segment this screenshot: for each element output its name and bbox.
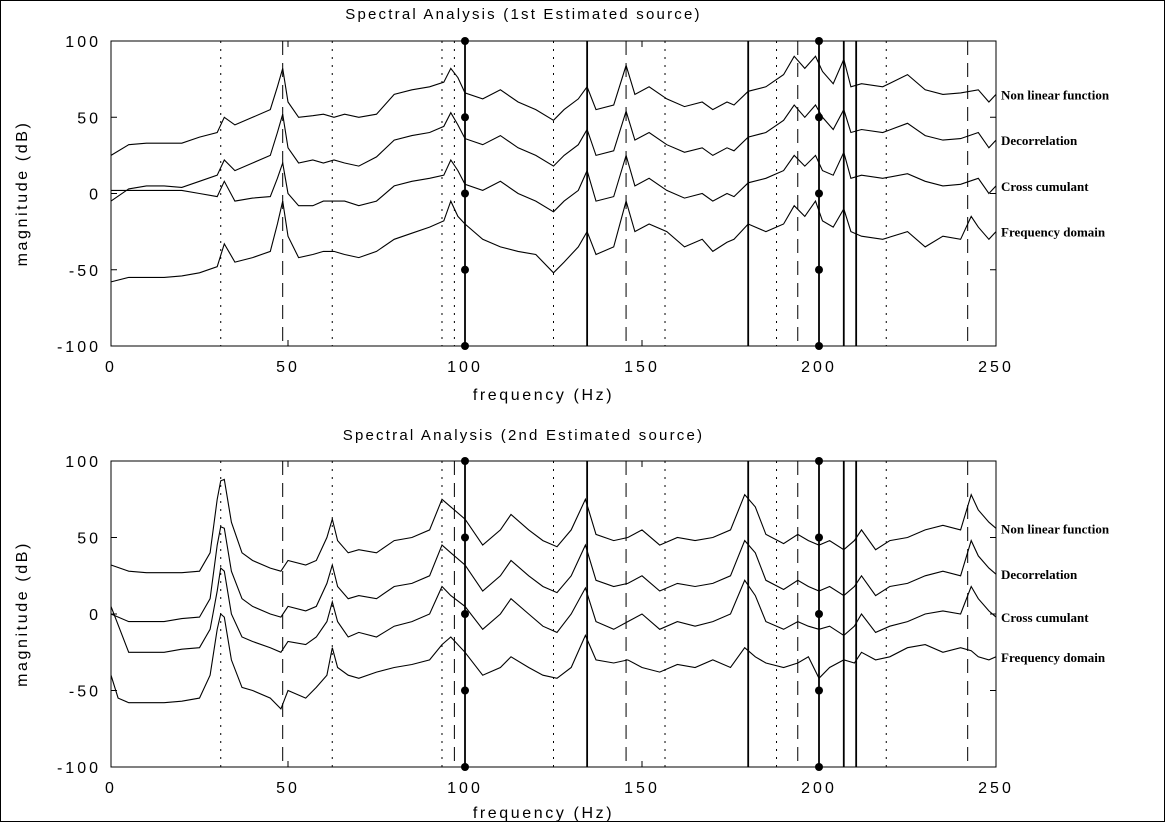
- marker-dot: [815, 113, 823, 122]
- y-tick-label: -50: [69, 684, 101, 701]
- series-label: Non linear function: [1001, 521, 1110, 536]
- marker-dot: [815, 342, 823, 350]
- series-line-2: [110, 104, 997, 202]
- x-tick-label: 250: [978, 780, 1014, 797]
- x-tick-label: 0: [105, 780, 117, 797]
- series-line-1: [110, 55, 997, 156]
- chart-panel-2: Spectral Analysis (2nd Estimated source)…: [14, 427, 1110, 822]
- marker-dot: [461, 457, 469, 465]
- chart-panel-1: Spectral Analysis (1st Estimated source)…: [14, 6, 1110, 404]
- chart-title: Spectral Analysis (1st Estimated source): [345, 6, 701, 23]
- marker-dot: [461, 37, 469, 45]
- x-tick-label: 150: [624, 780, 660, 797]
- x-tick-label: 50: [276, 359, 300, 376]
- marker-dot: [815, 265, 823, 274]
- marker-dot: [461, 533, 469, 542]
- marker-dot: [461, 610, 469, 618]
- x-tick-label: 150: [624, 359, 660, 376]
- x-axis-label: frequency (Hz): [473, 805, 614, 821]
- y-tick-label: -100: [57, 339, 101, 356]
- x-tick-label: 250: [978, 359, 1014, 376]
- series-label: Decorrelation: [1001, 133, 1078, 148]
- y-tick-label: 0: [89, 607, 101, 624]
- marker-dot: [461, 189, 469, 198]
- series-label: Frequency domain: [1001, 225, 1106, 240]
- marker-dot: [461, 686, 469, 695]
- x-tick-label: 100: [447, 780, 483, 797]
- x-axis-label: frequency (Hz): [473, 387, 614, 404]
- chart-title: Spectral Analysis (2nd Estimated source): [343, 427, 704, 444]
- x-tick-label: 200: [801, 359, 837, 376]
- series-line-4: [110, 612, 997, 710]
- x-tick-label: 100: [447, 359, 483, 376]
- marker-dot: [815, 763, 823, 771]
- marker-dot: [461, 342, 469, 350]
- series-label: Non linear function: [1001, 87, 1110, 102]
- y-tick-label: -50: [69, 263, 101, 280]
- y-tick-label: 0: [89, 187, 101, 204]
- y-axis-label: magnitude (dB): [14, 541, 31, 687]
- series-label: Decorrelation: [1001, 567, 1078, 582]
- marker-dot: [815, 533, 823, 542]
- y-tick-label: 100: [65, 454, 101, 471]
- x-tick-label: 200: [801, 780, 837, 797]
- marker-dot: [815, 686, 823, 695]
- x-tick-label: 0: [105, 359, 117, 376]
- x-tick-label: 50: [276, 780, 300, 797]
- marker-dot: [461, 763, 469, 771]
- marker-dot: [815, 189, 823, 198]
- marker-dot: [461, 265, 469, 274]
- marker-dot: [461, 113, 469, 122]
- marker-dot: [815, 37, 823, 45]
- marker-dot: [815, 610, 823, 618]
- marker-dot: [815, 457, 823, 465]
- series-label: Frequency domain: [1001, 650, 1106, 665]
- y-tick-label: 50: [77, 531, 101, 548]
- y-axis-label: magnitude (dB): [14, 121, 31, 267]
- series-label: Cross cumulant: [1001, 179, 1089, 194]
- y-tick-label: -100: [57, 760, 101, 777]
- y-tick-label: 100: [65, 34, 101, 51]
- series-label: Cross cumulant: [1001, 610, 1089, 625]
- y-tick-label: 50: [77, 110, 101, 127]
- series-line-3: [110, 567, 997, 653]
- series-line-3: [111, 150, 997, 213]
- series-line-4: [110, 199, 997, 283]
- series-line-2: [110, 526, 997, 623]
- series-line-1: [110, 478, 997, 574]
